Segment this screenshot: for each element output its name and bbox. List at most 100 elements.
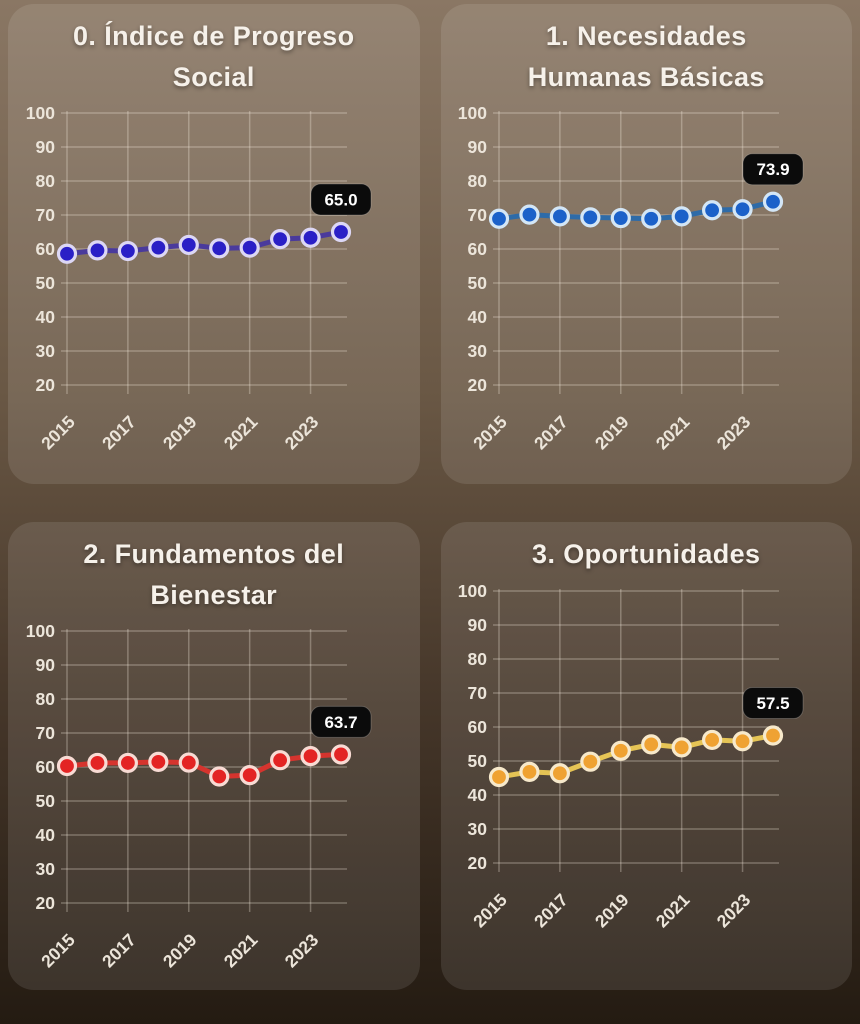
y-tick-label: 70 <box>35 205 55 225</box>
data-point <box>239 237 260 258</box>
y-tick-label: 70 <box>468 683 488 703</box>
x-tick-label: 2023 <box>713 889 755 928</box>
y-tick-label: 20 <box>468 853 488 873</box>
y-tick-label: 80 <box>468 649 488 669</box>
y-tick-label: 70 <box>468 205 488 225</box>
data-point <box>610 207 632 229</box>
x-tick-label: 2015 <box>37 412 79 451</box>
y-tick-label: 80 <box>35 171 55 191</box>
data-point <box>56 755 77 777</box>
data-point <box>87 240 108 261</box>
chart-title: 0. Índice de Progreso Social <box>47 16 381 97</box>
chart-title-line: 1. Necesidades <box>545 21 747 51</box>
x-tick-label: 2021 <box>652 889 694 928</box>
data-point <box>702 729 723 750</box>
data-point <box>330 221 351 243</box>
y-tick-label: 90 <box>468 137 488 157</box>
chart-title: 2. Fundamentos del Bienestar <box>57 534 370 615</box>
data-point <box>117 240 138 262</box>
chart-title: 1. Necesidades Humanas Básicas <box>502 16 791 97</box>
chart-title: 3. Oportunidades <box>506 534 786 575</box>
chart-canvas-3: 100 90 80 70 60 50 40 30 20 2015 2017 2019 2021 2023 5… <box>458 581 804 929</box>
data-point <box>732 730 753 751</box>
x-tick-label: 2015 <box>37 930 79 969</box>
y-tick-label: 60 <box>468 717 488 737</box>
data-point <box>208 238 230 259</box>
y-tick-label: 70 <box>35 723 55 743</box>
y-tick-label: 30 <box>468 819 488 839</box>
y-tick-label: 100 <box>26 621 55 641</box>
x-tick-label: 2015 <box>469 412 511 451</box>
x-tick-label: 2019 <box>591 412 633 451</box>
chart-panel-oportunidades: 3. Oportunidades 100 90 80 70 60 50 40 30 20 2015… <box>440 522 852 990</box>
chart-title-line: 2. Fundamentos del <box>83 539 345 569</box>
y-tick-label: 50 <box>35 791 55 811</box>
data-point <box>300 746 321 767</box>
y-tick-label: 30 <box>35 859 55 879</box>
series-line <box>496 732 776 779</box>
y-tick-label: 100 <box>26 103 55 123</box>
chart-canvas-2: 100 90 80 70 60 50 40 30 20 2015 2017 2019 2021 2023 6… <box>26 621 372 969</box>
value-badge-background <box>310 183 372 216</box>
data-point <box>269 229 290 250</box>
value-badge-background <box>742 153 804 186</box>
data-point <box>489 208 510 229</box>
x-tick-label: 2017 <box>98 930 140 969</box>
y-tick-label: 40 <box>468 785 488 805</box>
chart-panel-necesidades-humanas-basicas: 1. Necesidades Humanas Básicas 100 90 80 70… <box>440 4 852 484</box>
y-tick-label: 60 <box>35 757 55 777</box>
y-tick-label: 90 <box>35 137 55 157</box>
value-badge-background <box>742 686 804 719</box>
series-line <box>64 751 344 780</box>
data-point <box>178 234 199 256</box>
value-badge: 65.0 <box>310 183 372 216</box>
y-tick-label: 50 <box>468 751 488 771</box>
data-point <box>732 199 753 220</box>
data-point <box>147 237 169 258</box>
data-point <box>580 751 601 772</box>
x-tick-label: 2019 <box>591 889 633 928</box>
series-line <box>496 199 776 222</box>
data-point <box>300 227 321 248</box>
data-point <box>56 243 77 264</box>
data-point <box>269 750 290 771</box>
x-tick-label: 2021 <box>652 412 694 451</box>
x-tick-label: 2017 <box>98 412 140 451</box>
data-point <box>147 751 169 772</box>
y-tick-label: 50 <box>468 273 488 293</box>
x-tick-label: 2019 <box>159 930 201 969</box>
data-point <box>641 733 662 754</box>
y-tick-label: 100 <box>458 581 487 601</box>
data-point <box>702 200 723 221</box>
data-point <box>610 740 632 761</box>
value-badge-background <box>310 705 372 738</box>
y-tick-label: 90 <box>35 655 55 675</box>
x-tick-label: 2019 <box>159 412 201 451</box>
y-tick-label: 20 <box>35 375 55 395</box>
y-tick-label: 90 <box>468 615 488 635</box>
data-point <box>330 744 351 765</box>
value-badge-label: 73.9 <box>757 160 790 179</box>
data-point <box>550 206 571 227</box>
value-badge: 57.5 <box>742 686 804 719</box>
data-point <box>519 761 540 782</box>
y-tick-label: 20 <box>468 375 488 395</box>
y-tick-label: 30 <box>468 341 488 361</box>
value-badge: 73.9 <box>742 153 804 186</box>
chart-title-line: 3. Oportunidades <box>532 539 761 569</box>
y-tick-label: 80 <box>468 171 488 191</box>
data-point <box>671 736 693 757</box>
chart-canvas-1: 100 90 80 70 60 50 40 30 20 2015 2017 2019 2021 2023 7… <box>458 103 804 451</box>
data-point <box>239 765 260 786</box>
data-point <box>87 752 108 774</box>
x-tick-label: 2015 <box>469 889 511 928</box>
chart-panel-indice-progreso-social: 0. Índice de Progreso Social 100 90 80 70 60… <box>8 4 420 484</box>
y-tick-label: 40 <box>35 825 55 845</box>
data-point <box>763 191 784 212</box>
data-point <box>178 752 199 773</box>
chart-title-line: Humanas Básicas <box>527 61 765 92</box>
y-tick-label: 100 <box>458 103 487 123</box>
x-tick-label: 2023 <box>280 412 322 451</box>
data-point <box>550 762 571 783</box>
